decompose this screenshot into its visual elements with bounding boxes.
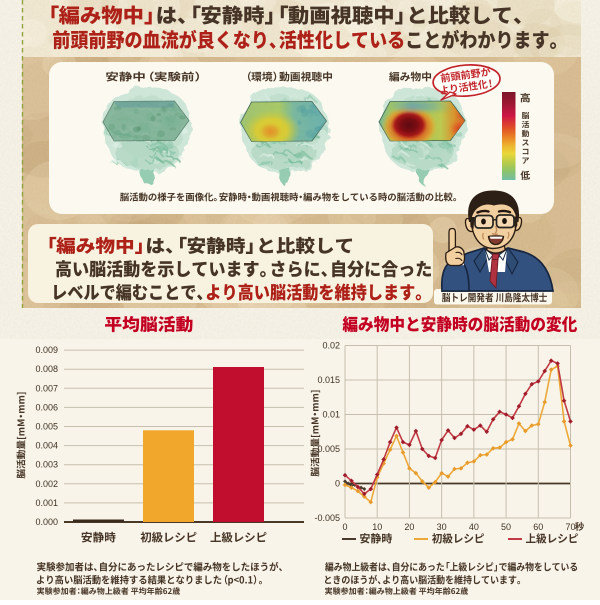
svg-text:40: 40 bbox=[469, 522, 479, 532]
svg-text:30: 30 bbox=[437, 522, 447, 532]
svg-text:0: 0 bbox=[342, 522, 347, 532]
svg-text:50: 50 bbox=[501, 522, 511, 532]
svg-text:0.007: 0.007 bbox=[35, 383, 58, 393]
svg-text:-0.005: -0.005 bbox=[314, 513, 340, 523]
svg-text:0.006: 0.006 bbox=[35, 402, 58, 412]
svg-text:0.02: 0.02 bbox=[322, 341, 340, 351]
svg-text:0.01: 0.01 bbox=[322, 410, 340, 420]
svg-text:0.005: 0.005 bbox=[35, 422, 58, 432]
svg-text:0: 0 bbox=[335, 479, 340, 489]
svg-text:0.001: 0.001 bbox=[35, 498, 58, 508]
svg-text:70: 70 bbox=[565, 522, 575, 532]
svg-text:0.005: 0.005 bbox=[317, 444, 340, 454]
svg-text:0.004: 0.004 bbox=[35, 441, 58, 451]
svg-text:20: 20 bbox=[404, 522, 414, 532]
svg-text:0.002: 0.002 bbox=[35, 479, 58, 489]
svg-text:0.000: 0.000 bbox=[35, 517, 58, 527]
svg-text:60: 60 bbox=[533, 522, 543, 532]
svg-text:0.003: 0.003 bbox=[35, 460, 58, 470]
svg-text:0.015: 0.015 bbox=[317, 375, 340, 385]
svg-text:0.009: 0.009 bbox=[35, 345, 58, 355]
svg-text:10: 10 bbox=[372, 522, 382, 532]
svg-text:0.008: 0.008 bbox=[35, 364, 58, 374]
